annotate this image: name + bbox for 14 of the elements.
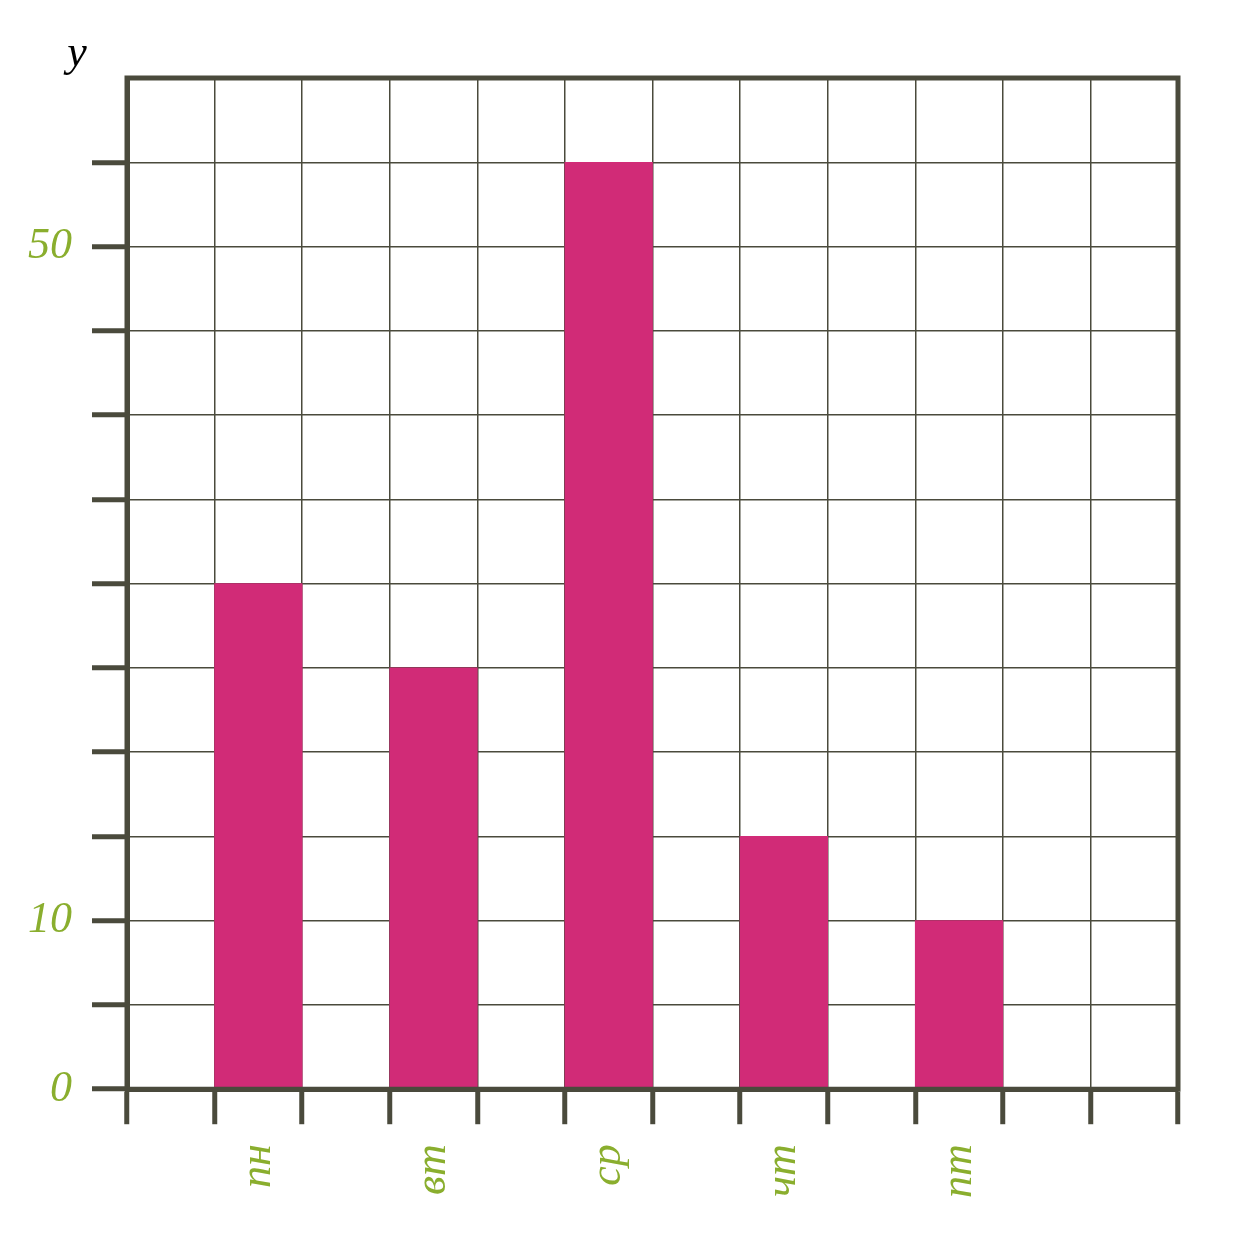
- bar: [389, 667, 478, 1089]
- x-tick-label: пн: [230, 1144, 280, 1189]
- bar: [214, 583, 303, 1089]
- bar: [914, 920, 1004, 1089]
- y-tick-label: 50: [28, 219, 72, 269]
- y-axis-title: y: [63, 26, 88, 76]
- x-tick-label: вт: [406, 1144, 456, 1196]
- y-tick-label: 10: [28, 893, 72, 943]
- bar: [739, 836, 828, 1089]
- bar: [564, 161, 653, 1089]
- x-tick-label: ср: [581, 1144, 631, 1186]
- y-tick-label: 0: [50, 1061, 72, 1111]
- x-tick-label: чт: [756, 1144, 806, 1197]
- x-tick-label: пт: [931, 1144, 981, 1199]
